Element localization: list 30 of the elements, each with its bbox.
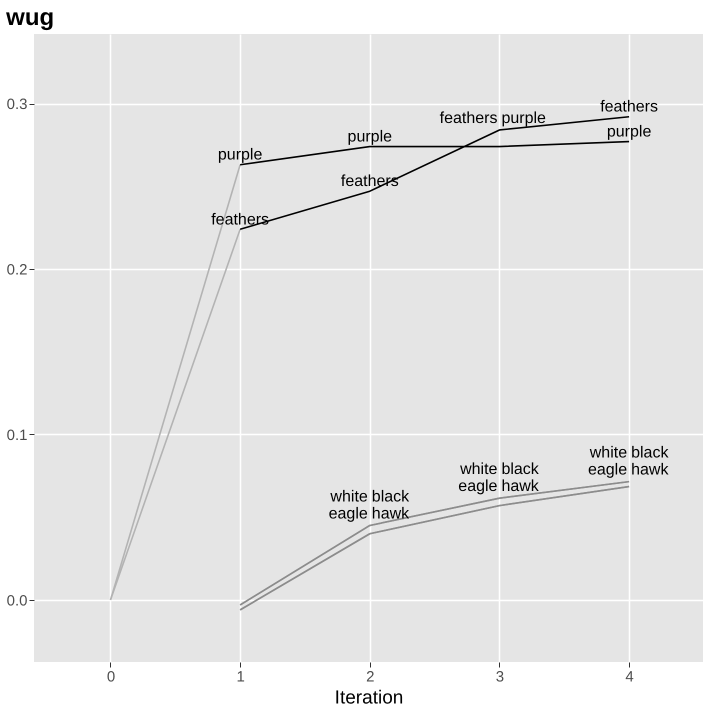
annotation: feathers	[600, 98, 658, 116]
annotation: purple	[348, 128, 392, 146]
y-tick-label: 0.2	[6, 261, 28, 278]
x-tick-label: 1	[236, 668, 245, 686]
annotation: hawk	[372, 505, 410, 522]
annotation: eagle	[458, 478, 498, 496]
annotation: black	[501, 461, 540, 478]
x-tick-label: 3	[496, 668, 504, 686]
chart-title: wug	[5, 4, 54, 31]
annotation: white	[588, 444, 628, 462]
annotation: black	[631, 444, 670, 462]
x-axis-title: Iteration	[334, 688, 404, 708]
annotation: hawk	[631, 462, 670, 479]
x-tick-label: 4	[625, 668, 634, 686]
annotation: eagle	[328, 505, 368, 522]
y-tick-label: 0.1	[6, 426, 28, 444]
y-tick-label: 0.0	[6, 592, 28, 610]
annotation: hawk	[501, 478, 540, 496]
annotation: purple	[501, 110, 546, 127]
annotation: eagle	[588, 462, 628, 479]
annotation: purple	[606, 124, 652, 141]
x-tick-label: 0	[106, 668, 116, 686]
y-tick-label: 0.3	[6, 96, 28, 113]
annotation: white	[329, 488, 368, 506]
annotation: black	[372, 488, 410, 506]
x-tick-label: 2	[366, 668, 374, 686]
annotation: white	[459, 461, 498, 478]
annotation: feathers	[440, 110, 498, 127]
annotation: feathers	[211, 211, 270, 228]
annotation: purple	[218, 146, 262, 164]
